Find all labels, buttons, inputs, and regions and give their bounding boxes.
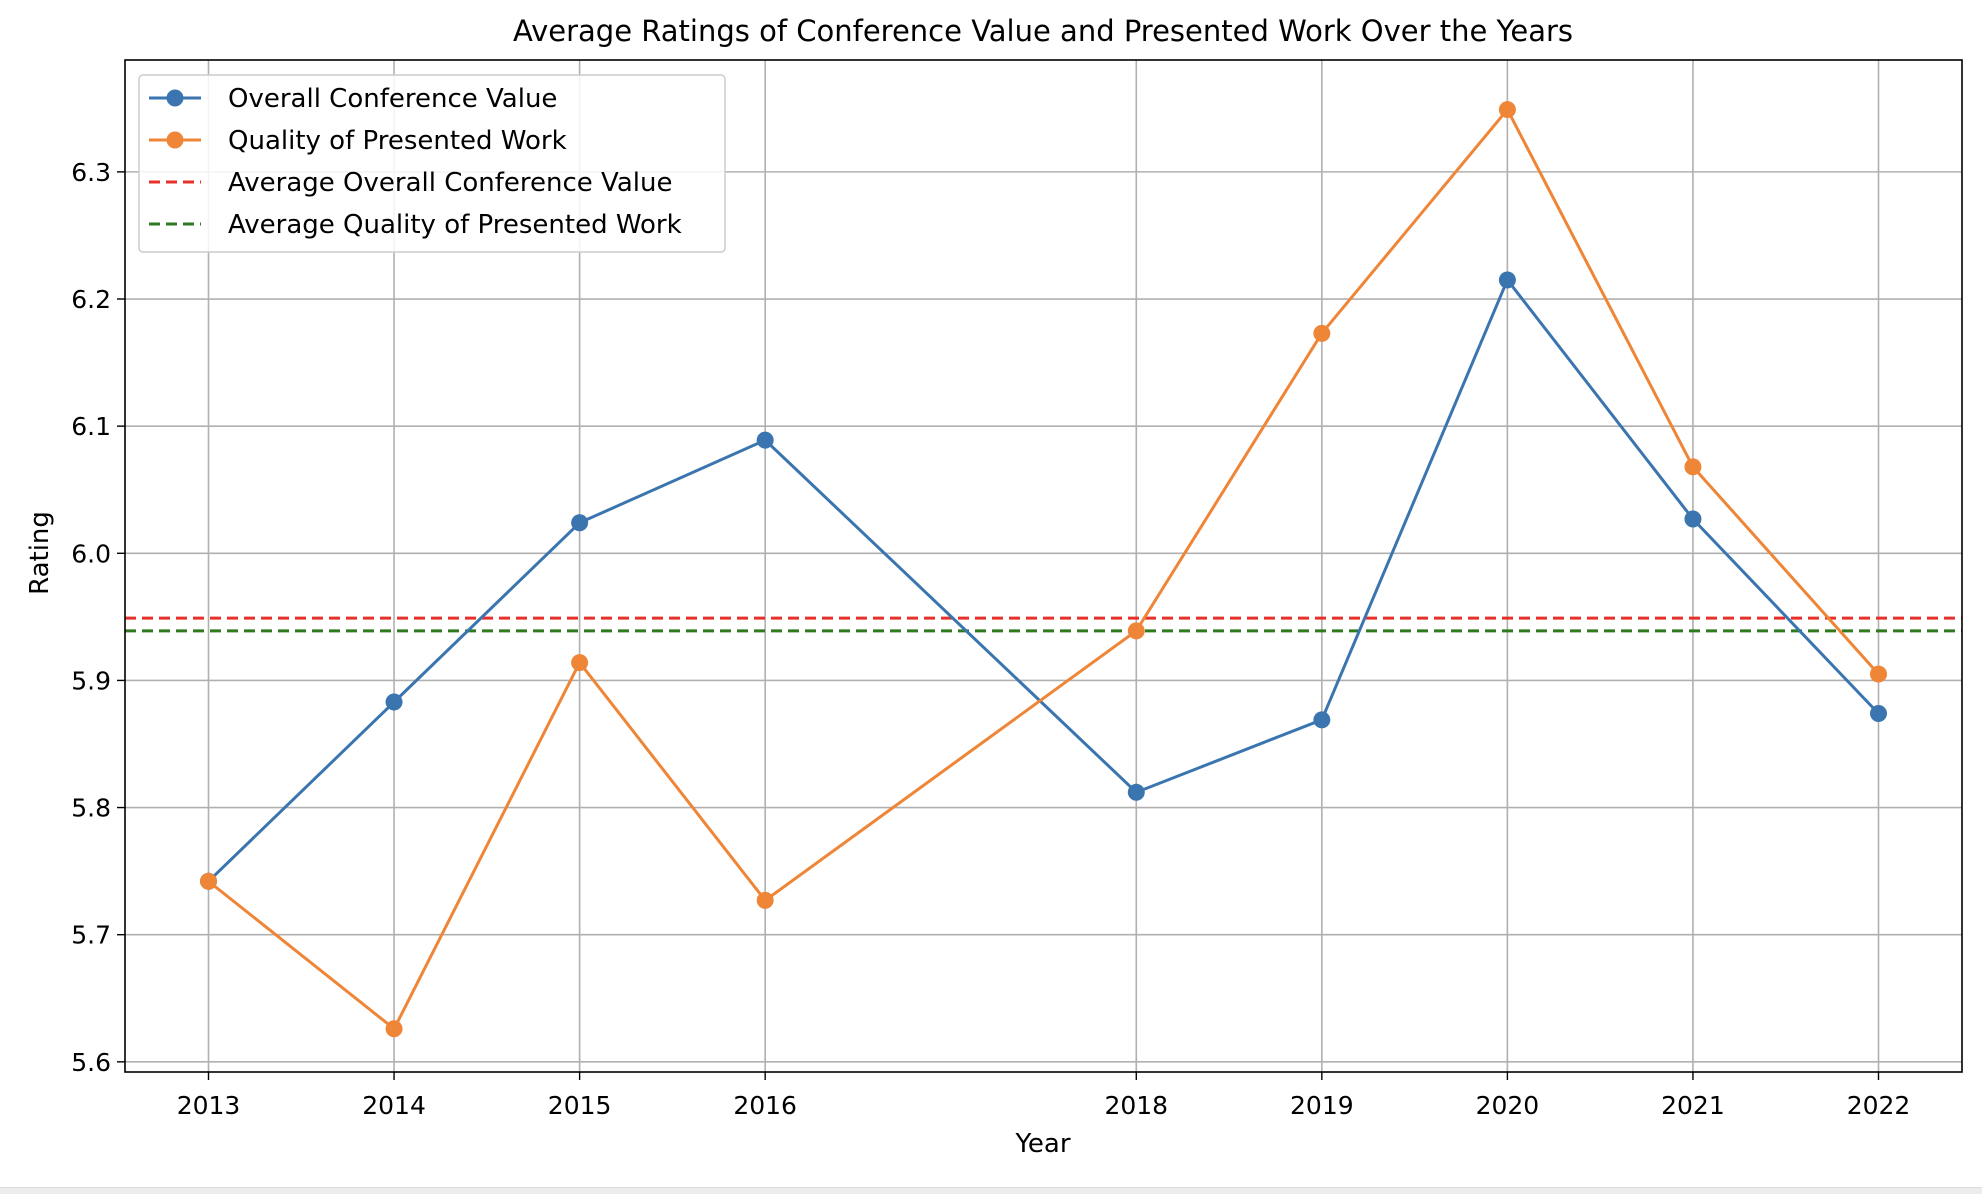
data-point xyxy=(1870,704,1887,722)
bottom-strip xyxy=(0,1187,1982,1194)
legend: Overall Conference Value Quality of Prese… xyxy=(138,74,726,253)
data-point xyxy=(1127,783,1145,801)
x-tick-label: 2018 xyxy=(1104,1091,1168,1120)
x-tick-label: 2020 xyxy=(1476,1091,1540,1120)
y-tick-label: 6.0 xyxy=(71,539,111,568)
data-point xyxy=(756,431,774,449)
data-point xyxy=(1684,458,1702,476)
x-tick-label: 2014 xyxy=(362,1091,426,1120)
data-point xyxy=(571,514,589,532)
data-point xyxy=(756,891,774,909)
x-tick-label: 2022 xyxy=(1847,1091,1911,1120)
legend-label: Overall Conference Value xyxy=(228,84,557,114)
legend-label: Quality of Presented Work xyxy=(228,126,567,156)
x-tick-label: 2016 xyxy=(733,1091,797,1120)
y-tick-label: 5.8 xyxy=(71,794,111,823)
y-tick-label: 6.3 xyxy=(71,158,111,187)
data-point xyxy=(385,693,403,711)
data-point xyxy=(1498,101,1516,119)
y-tick-label: 5.9 xyxy=(71,666,111,695)
plot-frame xyxy=(124,59,1963,1073)
legend-marker xyxy=(166,89,184,107)
y-tick-label: 6.2 xyxy=(71,285,111,314)
data-point xyxy=(1313,711,1331,729)
series-lines xyxy=(200,101,1887,1038)
axes: 2013 2014 2015 2016 2018 2019 2020 2021 2022 5.6 5… xyxy=(71,59,1963,1120)
chart-title: Average Ratings of Conference Value and … xyxy=(513,14,1573,48)
data-point xyxy=(385,1020,403,1038)
legend-marker xyxy=(166,131,184,149)
grid xyxy=(125,60,1962,1072)
y-tick-label: 5.7 xyxy=(71,921,111,950)
data-point xyxy=(1498,271,1516,289)
data-point xyxy=(1127,622,1145,640)
x-tick-label: 2021 xyxy=(1661,1091,1725,1120)
y-axis-label: Rating xyxy=(25,511,55,595)
x-tick-label: 2015 xyxy=(548,1091,612,1120)
legend-label: Average Quality of Presented Work xyxy=(228,210,682,240)
y-tick-label: 5.6 xyxy=(71,1048,111,1077)
reference-lines xyxy=(125,616,1962,633)
data-point xyxy=(1313,324,1331,342)
legend-box xyxy=(138,74,726,253)
data-point xyxy=(1870,665,1887,683)
x-tick-label: 2013 xyxy=(177,1091,241,1120)
x-tick-label: 2019 xyxy=(1290,1091,1354,1120)
y-tick-label: 6.1 xyxy=(71,412,111,441)
data-point xyxy=(200,872,217,890)
legend-label: Average Overall Conference Value xyxy=(228,168,672,198)
x-axis-label: Year xyxy=(1014,1129,1070,1159)
data-point xyxy=(571,654,589,672)
data-point xyxy=(1684,510,1702,528)
series-line xyxy=(207,278,1880,883)
